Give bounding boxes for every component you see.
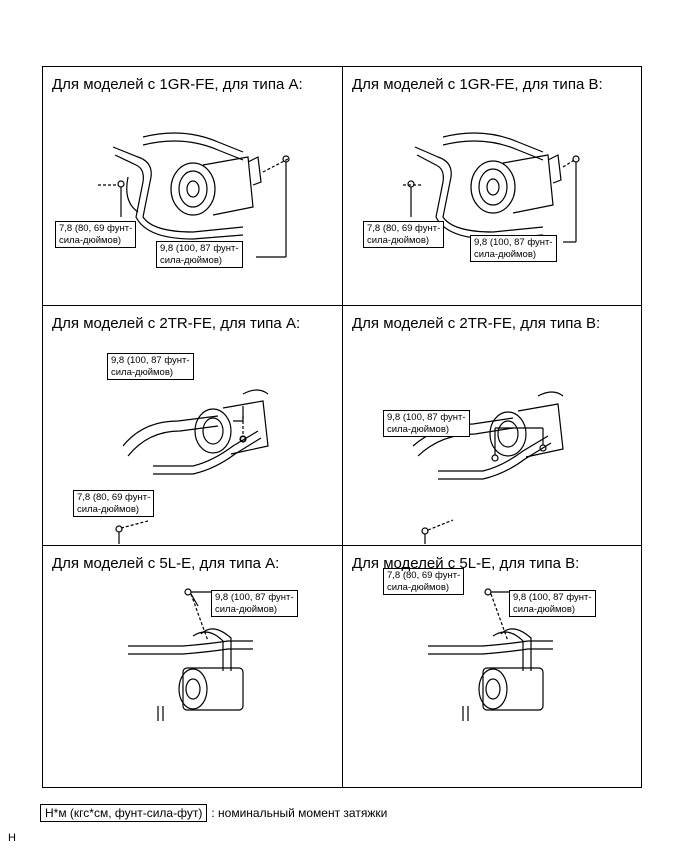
cell-title: Для моделей с 1GR-FE, для типа B: xyxy=(352,76,603,93)
torque-label-text: 7,8 (80, 69 фунт- сила-дюймов) xyxy=(367,223,441,246)
cell-title: Для моделей с 5L-E, для типа B: xyxy=(352,555,580,572)
torque-label-text: 7,8 (80, 69 фунт- сила-дюймов) xyxy=(387,570,461,593)
cell-5l-e-type-a: Для моделей с 5L-E, для типа A: 9,8 (100… xyxy=(43,546,342,786)
torque-label-text: 9,8 (100, 87 фунт- сила-дюймов) xyxy=(513,592,592,615)
torque-label-text: 9,8 (100, 87 фунт- сила-дюймов) xyxy=(160,243,239,266)
torque-label-7-8: 7,8 (80, 69 фунт- сила-дюймов) xyxy=(383,568,465,595)
torque-label-text: 7,8 (80, 69 фунт- сила-дюймов) xyxy=(77,492,151,515)
diagram-grid: Для моделей с 1GR-FE, для типа A: 7,8 (8… xyxy=(42,66,642,788)
torque-label-9-8: 9,8 (100, 87 фунт- сила-дюймов) xyxy=(470,235,557,262)
compressor-1gr-a-illustration xyxy=(98,132,290,258)
cell-1gr-fe-type-a: Для моделей с 1GR-FE, для типа A: 7,8 (8… xyxy=(43,67,342,307)
torque-label-9-8: 9,8 (100, 87 фунт- сила-дюймов) xyxy=(383,410,470,437)
compressor-2tr-b-illustration xyxy=(412,391,564,544)
torque-label-text: 7,8 (80, 69 фунт- сила-дюймов) xyxy=(59,223,133,246)
compressor-5l-a-illustration xyxy=(128,588,253,721)
compressor-5l-b-illustration xyxy=(428,588,553,721)
cell-title: Для моделей с 1GR-FE, для типа A: xyxy=(52,76,303,93)
compressor-2tr-a-illustration xyxy=(115,389,269,544)
legend-description: : номинальный момент затяжки xyxy=(211,806,388,820)
cell-title: Для моделей с 2TR-FE, для типа B: xyxy=(352,315,601,332)
torque-label-9-8: 9,8 (100, 87 фунт- сила-дюймов) xyxy=(107,353,194,380)
torque-label-text: 9,8 (100, 87 фунт- сила-дюймов) xyxy=(215,592,294,615)
cell-title: Для моделей с 5L-E, для типа A: xyxy=(52,555,280,572)
torque-label-9-8: 9,8 (100, 87 фунт- сила-дюймов) xyxy=(509,590,596,617)
cell-5l-e-type-b: Для моделей с 5L-E, для типа B: 9,8 (100… xyxy=(343,546,642,786)
grid-divider-vertical xyxy=(342,67,343,787)
torque-label-9-8: 9,8 (100, 87 фунт- сила-дюймов) xyxy=(156,241,243,268)
compressor-1gr-b-illustration xyxy=(403,132,580,243)
torque-label-7-8: 7,8 (80, 69 фунт- сила-дюймов) xyxy=(363,221,445,248)
cell-1gr-fe-type-b: Для моделей с 1GR-FE, для типа B: 7,8 (8… xyxy=(343,67,642,307)
torque-label-text: 9,8 (100, 87 фунт- сила-дюймов) xyxy=(387,412,466,435)
cell-2tr-fe-type-b: Для моделей с 2TR-FE, для типа B: 9,8 (1… xyxy=(343,306,642,595)
torque-legend: Н*м (кгс*см, фунт-сила-фут) : номинальны… xyxy=(40,804,387,822)
footer-mark: H xyxy=(8,832,16,844)
grid-divider-row-1 xyxy=(43,305,641,306)
cell-2tr-fe-type-a: Для моделей с 2TR-FE, для типа A: 9,8 (1… xyxy=(43,306,342,546)
torque-label-9-8: 9,8 (100, 87 фунт- сила-дюймов) xyxy=(211,590,298,617)
cell-title: Для моделей с 2TR-FE, для типа A: xyxy=(52,315,301,332)
torque-label-7-8: 7,8 (80, 69 фунт- сила-дюймов) xyxy=(55,221,137,248)
torque-label-text: 9,8 (100, 87 фунт- сила-дюймов) xyxy=(474,237,553,260)
torque-label-text: 9,8 (100, 87 фунт- сила-дюймов) xyxy=(111,355,190,378)
legend-unit-box: Н*м (кгс*см, фунт-сила-фут) xyxy=(40,804,208,822)
torque-label-7-8: 7,8 (80, 69 фунт- сила-дюймов) xyxy=(73,490,155,517)
grid-divider-row-2 xyxy=(43,545,641,546)
